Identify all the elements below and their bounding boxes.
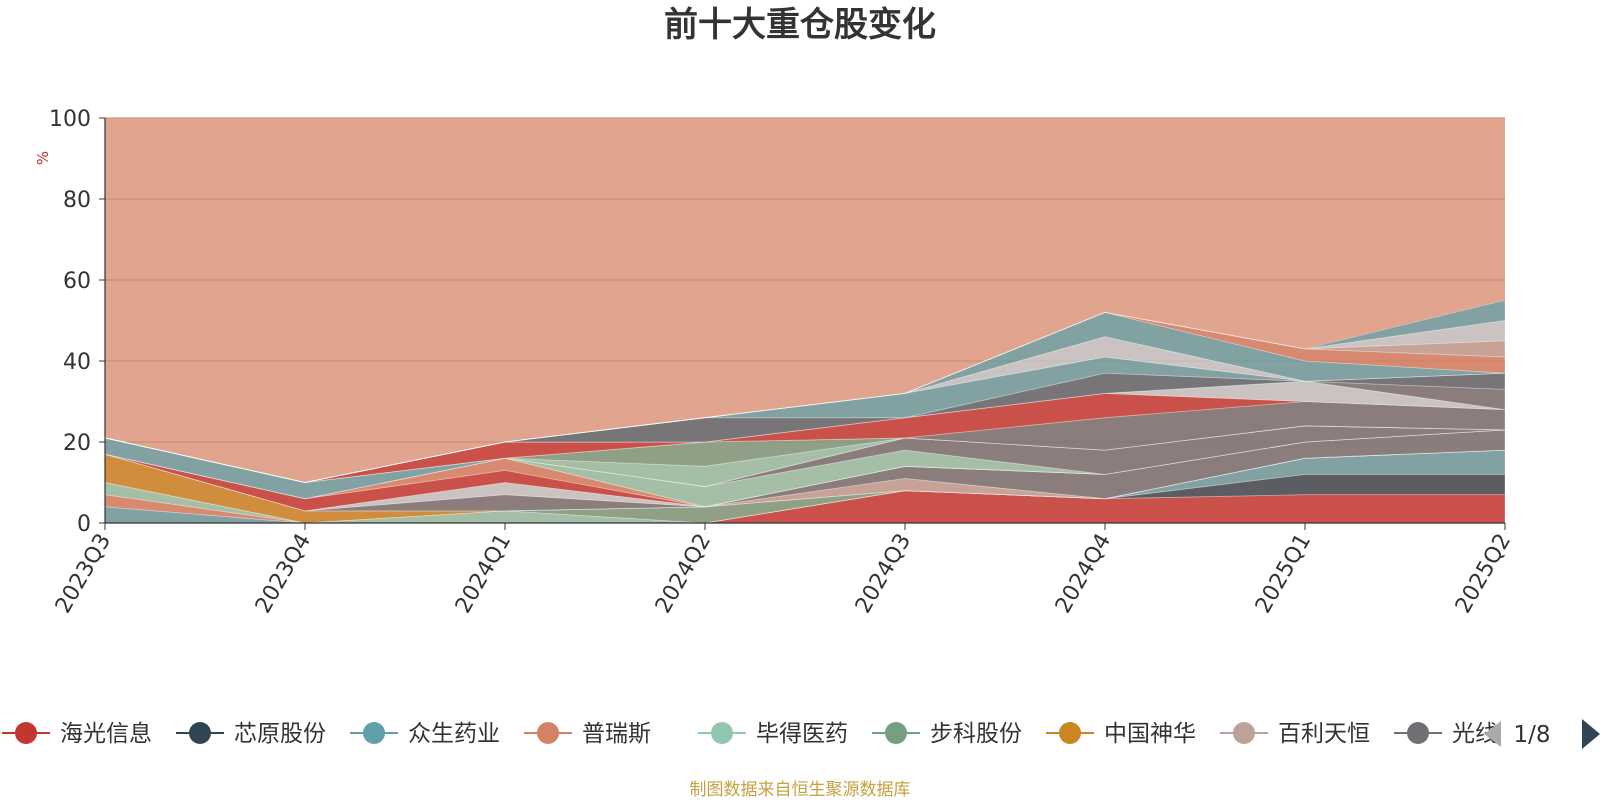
legend-label: 普瑞斯 [582,721,651,747]
legend-marker-icon [711,722,733,744]
triangle-right-icon[interactable] [1582,719,1600,749]
legend-item[interactable]: 芯原股份 [176,721,326,747]
x-tick-label: 2023Q3 [51,530,116,618]
y-tick-label: 60 [63,269,91,294]
area-series-28 [104,311,1506,483]
x-tick-label: 2024Q2 [651,530,716,618]
legend-marker-icon [189,722,211,744]
legend-item[interactable]: 普瑞斯 [524,721,651,747]
legend-marker-icon [1233,722,1255,744]
legend-item[interactable]: 毕得医药 [698,721,848,747]
y-tick-label: 80 [63,188,91,213]
legend-marker-icon [363,722,385,744]
y-tick-label: 40 [63,350,91,375]
x-tick-label: 2025Q1 [1251,530,1316,618]
legend-label: 中国神华 [1104,721,1196,747]
area-series-8 [104,429,1506,512]
y-tick-label: 0 [77,512,91,537]
legend-item[interactable]: 众生药业 [350,721,500,747]
legend-label: 毕得医药 [756,721,848,747]
y-axis-label: % [34,151,52,165]
area-series-29 [104,311,1506,483]
legend-page-indicator: 1/8 [1513,722,1550,748]
legend-marker-icon [1407,722,1429,744]
x-tick-label: 2024Q3 [851,530,916,618]
area-series-31 [104,299,1506,483]
y-tick-label: 20 [63,431,91,456]
legend-item[interactable]: 步科股份 [872,721,1022,747]
legend-item[interactable]: 光线 [1394,721,1498,747]
legend-marker-icon [1059,722,1081,744]
legend-label: 步科股份 [930,721,1022,747]
x-tick-label: 2023Q4 [251,530,316,618]
legend-label: 芯原股份 [234,721,326,747]
x-tick-label: 2024Q1 [451,530,516,618]
x-tick-label: 2025Q2 [1451,530,1516,618]
legend-label: 海光信息 [60,721,152,747]
legend: 海光信息 芯原股份 众生药业 普瑞斯 毕得医药 步科股份 中国神华 百利天恒 光线 1/8 [2,719,1600,749]
legend-item[interactable]: 中国神华 [1046,721,1196,747]
legend-marker-icon [885,722,907,744]
legend-item[interactable]: 百利天恒 [1220,721,1370,747]
area-series-24 [104,372,1506,483]
area-series-30 [104,311,1506,483]
legend-item[interactable]: 海光信息 [2,721,152,747]
x-tick-label: 2024Q4 [1051,530,1116,618]
triangle-left-icon[interactable] [1484,721,1501,747]
source-note: 制图数据来自恒生聚源数据库 [690,780,911,800]
legend-label: 众生药业 [408,721,500,747]
legend-marker-icon [15,722,37,744]
legend-label: 百利天恒 [1278,721,1370,747]
legend-marker-icon [537,722,559,744]
plot-area [104,117,1506,524]
y-tick-label: 100 [49,107,91,132]
chart-title: 前十大重仓股变化 [664,6,936,44]
